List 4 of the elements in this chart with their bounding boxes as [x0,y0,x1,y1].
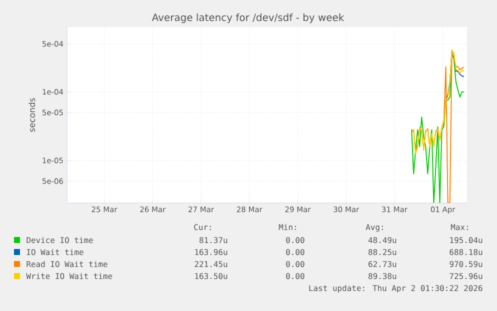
y-axis-title: seconds [28,98,36,132]
line-series [411,49,464,154]
line-series [411,52,464,204]
chart-title: Average latency for /dev/sdf - by week [152,13,344,24]
